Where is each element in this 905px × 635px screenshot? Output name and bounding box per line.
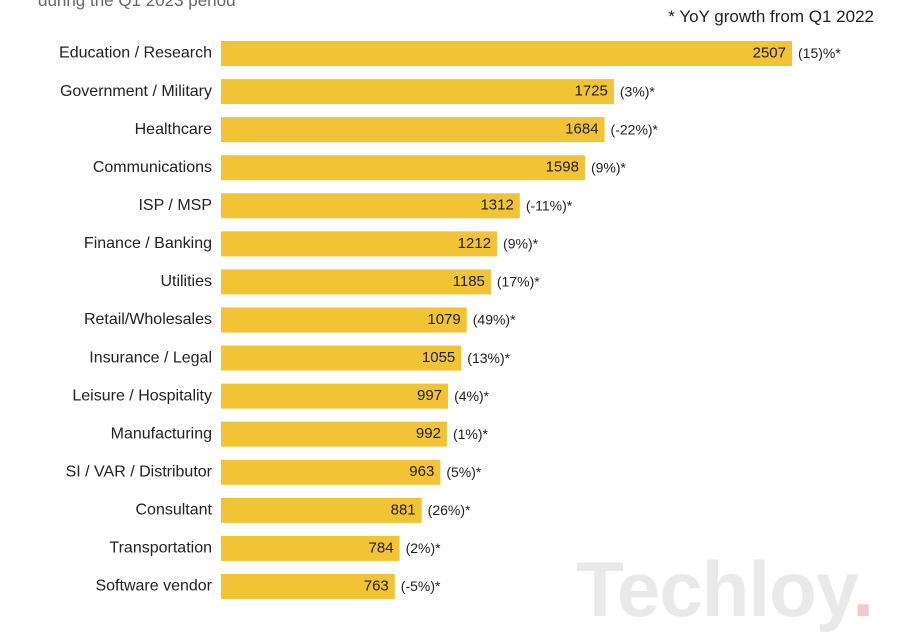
- category-label-manufacturing: Manufacturing: [111, 425, 212, 442]
- growth-label-education-research: (15)%*: [798, 45, 841, 61]
- growth-label-si-var-distributor: (5%)*: [446, 464, 482, 480]
- category-label-government-military: Government / Military: [60, 83, 212, 100]
- bar-leisure-hospitality: [221, 383, 449, 409]
- growth-label-consultant: (26%)*: [428, 502, 471, 518]
- value-label-leisure-hospitality: 997: [417, 387, 442, 404]
- bar-education-research: [221, 41, 792, 66]
- category-label-education-research: Education / Research: [59, 45, 212, 62]
- growth-label-utilities: (17%)*: [497, 274, 540, 290]
- value-label-insurance-legal: 1055: [422, 349, 455, 366]
- bar-finance-banking: [221, 231, 498, 257]
- category-label-finance-banking: Finance / Banking: [84, 235, 212, 252]
- value-label-transportation: 784: [369, 539, 394, 556]
- growth-label-insurance-legal: (13%)*: [467, 350, 510, 366]
- category-label-software-vendor: Software vendor: [95, 578, 212, 595]
- bar-chart: Education / Research 2507 (15)%* Government…: [59, 41, 841, 599]
- value-label-utilities: 1185: [453, 273, 485, 290]
- category-label-utilities: Utilities: [160, 273, 212, 290]
- value-label-si-var-distributor: 963: [409, 463, 434, 480]
- growth-label-healthcare: (-22%)*: [611, 121, 659, 137]
- watermark-text: Techloy: [576, 545, 853, 633]
- bar-si-var-distributor: [221, 459, 441, 485]
- bar-communications: [221, 155, 585, 181]
- bar-healthcare: [221, 117, 605, 143]
- growth-label-retail-wholesales: (49%)*: [473, 312, 516, 328]
- value-label-healthcare: 1684: [565, 121, 598, 138]
- category-label-retail-wholesales: Retail/Wholesales: [84, 311, 212, 328]
- bar-software-vendor: [221, 573, 395, 599]
- value-label-retail-wholesales: 1079: [427, 311, 460, 328]
- yoy-note: * YoY growth from Q1 2022: [668, 7, 874, 26]
- category-label-leisure-hospitality: Leisure / Hospitality: [72, 387, 212, 404]
- growth-label-software-vendor: (-5%)*: [401, 578, 441, 594]
- category-label-si-var-distributor: SI / VAR / Distributor: [66, 463, 213, 480]
- bar-government-military: [221, 79, 614, 105]
- watermark-dot: .: [852, 545, 874, 633]
- growth-label-leisure-hospitality: (4%)*: [454, 388, 490, 404]
- value-label-software-vendor: 763: [364, 577, 389, 594]
- value-label-consultant: 881: [391, 501, 416, 518]
- techloy-watermark: Techloy.: [576, 544, 874, 635]
- chart-subtitle: during the Q1 2023 period: [38, 0, 236, 10]
- category-label-isp-msp: ISP / MSP: [138, 197, 212, 214]
- category-label-communications: Communications: [93, 159, 212, 176]
- bar-transportation: [221, 535, 400, 561]
- value-label-isp-msp: 1312: [480, 197, 513, 214]
- category-label-consultant: Consultant: [136, 502, 213, 519]
- category-label-healthcare: Healthcare: [135, 121, 212, 138]
- value-label-education-research: 2507: [753, 44, 786, 61]
- category-label-transportation: Transportation: [109, 540, 212, 557]
- growth-label-isp-msp: (-11%)*: [526, 197, 573, 213]
- value-label-finance-banking: 1212: [458, 235, 491, 252]
- growth-label-government-military: (3%)*: [620, 83, 656, 99]
- category-label-insurance-legal: Insurance / Legal: [89, 349, 212, 366]
- bar-insurance-legal: [221, 345, 462, 371]
- value-label-manufacturing: 992: [416, 425, 441, 442]
- growth-label-communications: (9%)*: [591, 159, 627, 175]
- growth-label-manufacturing: (1%)*: [453, 426, 489, 442]
- value-label-communications: 1598: [546, 159, 579, 176]
- growth-label-finance-banking: (9%)*: [503, 236, 539, 252]
- bar-utilities: [221, 269, 491, 295]
- value-label-government-military: 1725: [575, 83, 608, 100]
- bar-consultant: [221, 497, 422, 523]
- bar-manufacturing: [221, 421, 447, 447]
- bar-isp-msp: [221, 193, 520, 219]
- growth-label-transportation: (2%)*: [406, 540, 442, 556]
- bar-retail-wholesales: [221, 307, 467, 333]
